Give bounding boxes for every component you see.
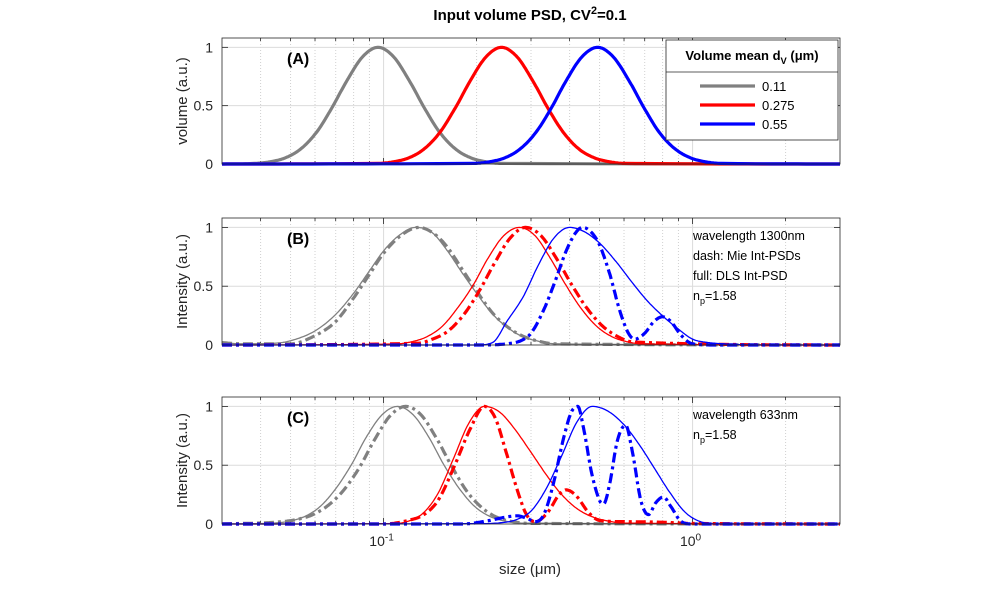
series-line-6-dashed [222,404,840,526]
y-tick-label: 0 [205,337,213,353]
x-axis-label: size (μm) [499,561,561,578]
y-axis-label: Intensity (a.u.) [174,413,191,508]
panel-label: (C) [287,410,309,427]
series-line-5-solid [222,405,840,525]
series-line-6-dashed [222,225,840,347]
series-line-4-dashed [222,225,840,347]
series-group [222,45,840,166]
series-line-5-solid [222,226,840,346]
panel-c: 0 0.5 1 (C) Intensity (a.u.) wavelength 633nm… [174,396,841,578]
chart-title: Input volume PSD, CV2=0.1 [433,5,626,24]
panel-label: (B) [287,231,309,248]
series-line-0_11-solid [222,45,840,166]
series-line-1-solid [222,405,840,525]
series-line-0_275-solid [222,45,840,166]
y-tick-label: 0 [205,156,213,172]
legend-title: Volume mean dV (μm) [685,48,818,66]
y-axis-label: Intensity (a.u.) [174,234,191,329]
annotation-text: np=1.58 [693,289,737,306]
y-tick-label: 1 [205,398,213,414]
series-group [222,404,840,526]
y-tick-label: 0.5 [194,98,214,114]
axes-frame [221,396,841,525]
annotation-text: full: DLS Int-PSD [693,269,787,283]
panel-a: 0 0.5 1 (A) volume (a.u.) Volume mean dV (μm)… [174,37,841,172]
x-tick-label: 10-1 [369,532,394,549]
y-tick-label: 0 [205,516,213,532]
panel-b: 0 0.5 1 (B) Intensity (a.u.) wavelength 1300n… [174,217,841,353]
axes-frame [221,37,841,165]
annotation-text: np=1.58 [693,428,737,445]
legend-entry: 0.275 [762,98,795,113]
annotation-text: wavelength 1300nm [692,229,805,243]
series-group [222,225,840,347]
legend-entry: 0.11 [762,79,786,94]
y-tick-label: 0.5 [194,457,214,473]
legend: Volume mean dV (μm) 0.11 0.275 0.55 [665,39,839,141]
series-line-2-dashed [222,225,840,347]
y-tick-label: 0.5 [194,278,214,294]
series-line-0_55-solid [222,45,840,166]
annotation-text: wavelength 633nm [692,408,798,422]
annotation-text: dash: Mie Int-PSDs [693,249,801,263]
y-tick-label: 1 [205,219,213,235]
legend-entry: 0.55 [762,117,787,132]
y-axis-label: volume (a.u.) [174,57,191,145]
axes-frame [221,217,841,346]
series-line-1-solid [222,226,840,346]
panel-label: (A) [287,51,309,68]
x-tick-label: 100 [680,532,702,549]
series-line-3-solid [222,226,840,346]
y-tick-label: 1 [205,39,213,55]
